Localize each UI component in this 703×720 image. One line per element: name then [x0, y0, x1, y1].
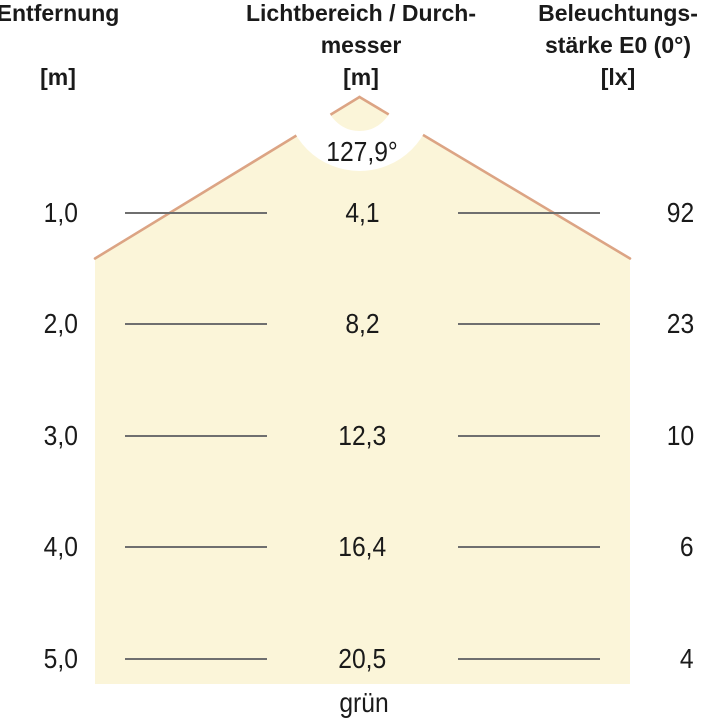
- tick-line-right-row2: [458, 323, 600, 325]
- header-diameter-line2: messer: [320, 32, 402, 58]
- header-diameter-unit: [m]: [343, 64, 379, 90]
- tick-line-left-row1: [125, 212, 267, 214]
- diameter-value-row3: 12,3: [338, 420, 386, 451]
- cone-shape: [95, 97, 630, 684]
- illuminance-value-row2: 23: [666, 308, 694, 339]
- header-illuminance-line2: stärke E0 (0°): [544, 32, 691, 58]
- tick-line-left-row4: [125, 546, 267, 548]
- light-color-label: grün: [336, 687, 392, 719]
- header-diameter-line1: Lichtbereich / Durch-: [245, 0, 477, 26]
- header-illuminance-unit: [lx]: [600, 64, 636, 90]
- header-illuminance-column: Beleuchtungs- stärke E0 (0°) [lx]: [538, 0, 698, 93]
- header-distance-unit: [m]: [40, 64, 76, 90]
- diameter-value-row2: 8,2: [344, 308, 380, 339]
- tick-line-right-row5: [458, 658, 600, 660]
- illuminance-value-row4: 6: [680, 531, 694, 562]
- header-distance-line1: Entfernung: [0, 0, 120, 26]
- tick-line-right-row1: [458, 212, 600, 214]
- header-distance-line2: [0, 29, 119, 61]
- tick-line-left-row5: [125, 658, 267, 660]
- header-diameter-column: Lichtbereich / Durch- messer [m]: [246, 0, 476, 93]
- diameter-value-row1: 4,1: [344, 197, 380, 228]
- tick-line-right-row3: [458, 435, 600, 437]
- diameter-value-row5: 20,5: [338, 643, 386, 674]
- beam-angle-text: 127,9°: [326, 136, 398, 167]
- tick-line-left-row3: [125, 435, 267, 437]
- beam-angle-value: 127,9°: [321, 136, 402, 168]
- illuminance-value-row3: 10: [666, 420, 694, 451]
- distance-value-row3: 3,0: [43, 420, 78, 451]
- tick-line-right-row4: [458, 546, 600, 548]
- beam-angle-arc-band: [285, 23, 434, 171]
- header-distance-column: Entfernung [m]: [0, 0, 119, 93]
- distance-value-row1: 1,0: [43, 197, 78, 228]
- distance-value-row4: 4,0: [43, 531, 78, 562]
- light-color-text: grün: [339, 687, 389, 718]
- distance-value-row2: 2,0: [43, 308, 78, 339]
- tick-line-left-row2: [125, 323, 267, 325]
- diameter-value-row4: 16,4: [338, 531, 386, 562]
- header-illuminance-line1: Beleuchtungs-: [538, 0, 698, 26]
- illuminance-value-row1: 92: [666, 197, 694, 228]
- distance-value-row5: 5,0: [43, 643, 78, 674]
- illuminance-value-row5: 4: [680, 643, 694, 674]
